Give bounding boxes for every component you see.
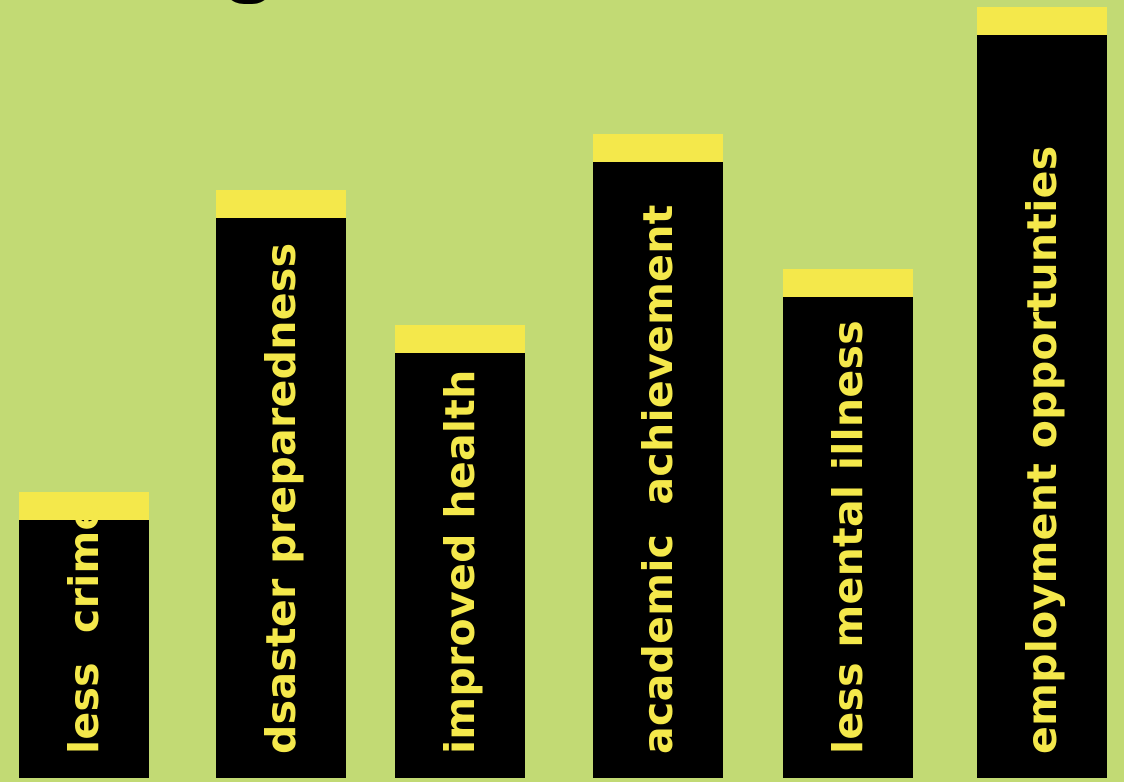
bar-6: employment opportunties xyxy=(977,6,1107,778)
bar-cap-2 xyxy=(216,189,346,218)
bar-3: improved health xyxy=(395,324,525,778)
bar-cap-6 xyxy=(977,6,1107,35)
bar-1: less crime xyxy=(19,491,149,778)
bar-label-4: academic achievement xyxy=(633,204,682,754)
title-fragment xyxy=(210,0,300,32)
bar-cap-3 xyxy=(395,324,525,353)
bar-2: dsaster preparedness xyxy=(216,189,346,778)
bar-5: less mental illness xyxy=(783,269,913,778)
bar-label-1: less crime xyxy=(59,502,108,754)
bar-cap-5 xyxy=(783,269,913,298)
bar-label-2: dsaster preparedness xyxy=(256,242,305,754)
bar-4: academic achievement xyxy=(593,134,723,778)
bar-label-5: less mental illness xyxy=(823,320,872,754)
bar-cap-1 xyxy=(19,491,149,520)
bar-label-3: improved health xyxy=(435,369,484,754)
bar-cap-4 xyxy=(593,134,723,163)
bar-label-6: employment opportunties xyxy=(1017,145,1066,754)
